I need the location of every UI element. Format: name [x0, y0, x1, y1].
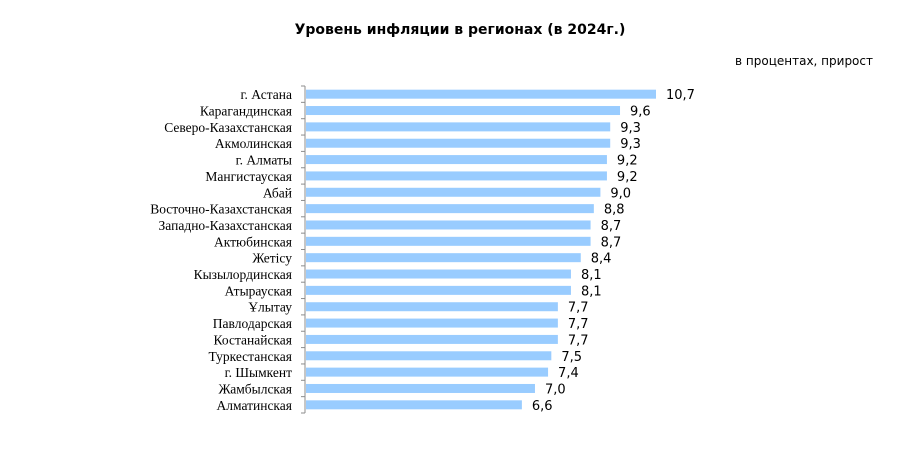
category-tick-label: Ұлытау [248, 300, 292, 315]
category-tick-label: Карагандинская [200, 104, 292, 119]
bar [306, 253, 581, 263]
data-label: 8,1 [581, 268, 602, 283]
data-label: 9,2 [617, 170, 638, 185]
axis-group [301, 85, 306, 414]
category-tick-label: Восточно-Казахстанская [150, 202, 292, 217]
category-tick-label: Атырауская [225, 283, 292, 298]
category-tick-label: Актюбинская [214, 234, 292, 249]
data-label: 8,1 [581, 284, 602, 299]
category-tick-label: Западно-Казахстанская [159, 218, 292, 233]
data-label: 7,7 [568, 333, 589, 348]
data-label: 9,6 [630, 105, 651, 120]
bar [306, 187, 601, 197]
data-label: 9,2 [617, 154, 638, 169]
bar [306, 236, 591, 246]
data-label: 7,5 [561, 350, 582, 365]
category-tick-label: Акмолинская [215, 136, 292, 151]
category-tick-label: Северо-Казахстанская [164, 120, 292, 135]
category-tick-label: Жамбылская [218, 381, 292, 396]
data-label: 9,3 [620, 121, 641, 136]
bar [306, 138, 611, 148]
bar [306, 400, 522, 410]
category-tick-label: г. Шымкент [225, 365, 292, 380]
category-tick-label: Алматинская [217, 398, 292, 413]
bar [306, 383, 535, 393]
bar [306, 334, 558, 344]
bar [306, 155, 607, 165]
bar [306, 204, 594, 214]
category-tick-label: Костанайская [214, 332, 292, 347]
bar [306, 269, 571, 279]
bar [306, 367, 549, 377]
data-label: 7,7 [568, 301, 589, 316]
data-label: 10,7 [666, 88, 695, 103]
data-label: 8,8 [604, 203, 625, 218]
data-label: 9,3 [620, 137, 641, 152]
category-tick-label: Мангистауская [205, 169, 292, 184]
bar [306, 106, 621, 116]
bars-group [306, 89, 656, 410]
data-label: 8,7 [601, 235, 622, 250]
bar [306, 285, 571, 295]
data-label: 9,0 [610, 186, 631, 201]
bar [306, 171, 607, 181]
data-label: 7,0 [545, 382, 566, 397]
data-label: 6,6 [532, 399, 553, 414]
bar [306, 302, 558, 312]
bar [306, 89, 656, 99]
category-tick-label: Туркестанская [209, 349, 292, 364]
data-label: 8,4 [591, 252, 612, 267]
category-tick-label: г. Астана [241, 87, 292, 102]
bar [306, 318, 558, 328]
bar [306, 122, 611, 132]
data-label: 8,7 [601, 219, 622, 234]
bar [306, 351, 552, 361]
chart-title: Уровень инфляции в регионах (в 2024г.) [294, 22, 626, 38]
category-tick-label: Павлодарская [213, 316, 292, 331]
category-tick-label: Жетісу [252, 251, 292, 266]
category-tick-label: Кызылординская [194, 267, 292, 282]
data-label: 7,7 [568, 317, 589, 332]
category-tick-label: г. Алматы [236, 153, 292, 168]
category-tick-label: Абай [263, 185, 292, 200]
data-label: 7,4 [558, 366, 579, 381]
bar [306, 220, 591, 230]
chart-unit-note: в процентах, прирост [735, 54, 873, 68]
labels-group: г. Астана 10,7 Карагандинская 9,6 Северо-Каз… [150, 87, 695, 414]
